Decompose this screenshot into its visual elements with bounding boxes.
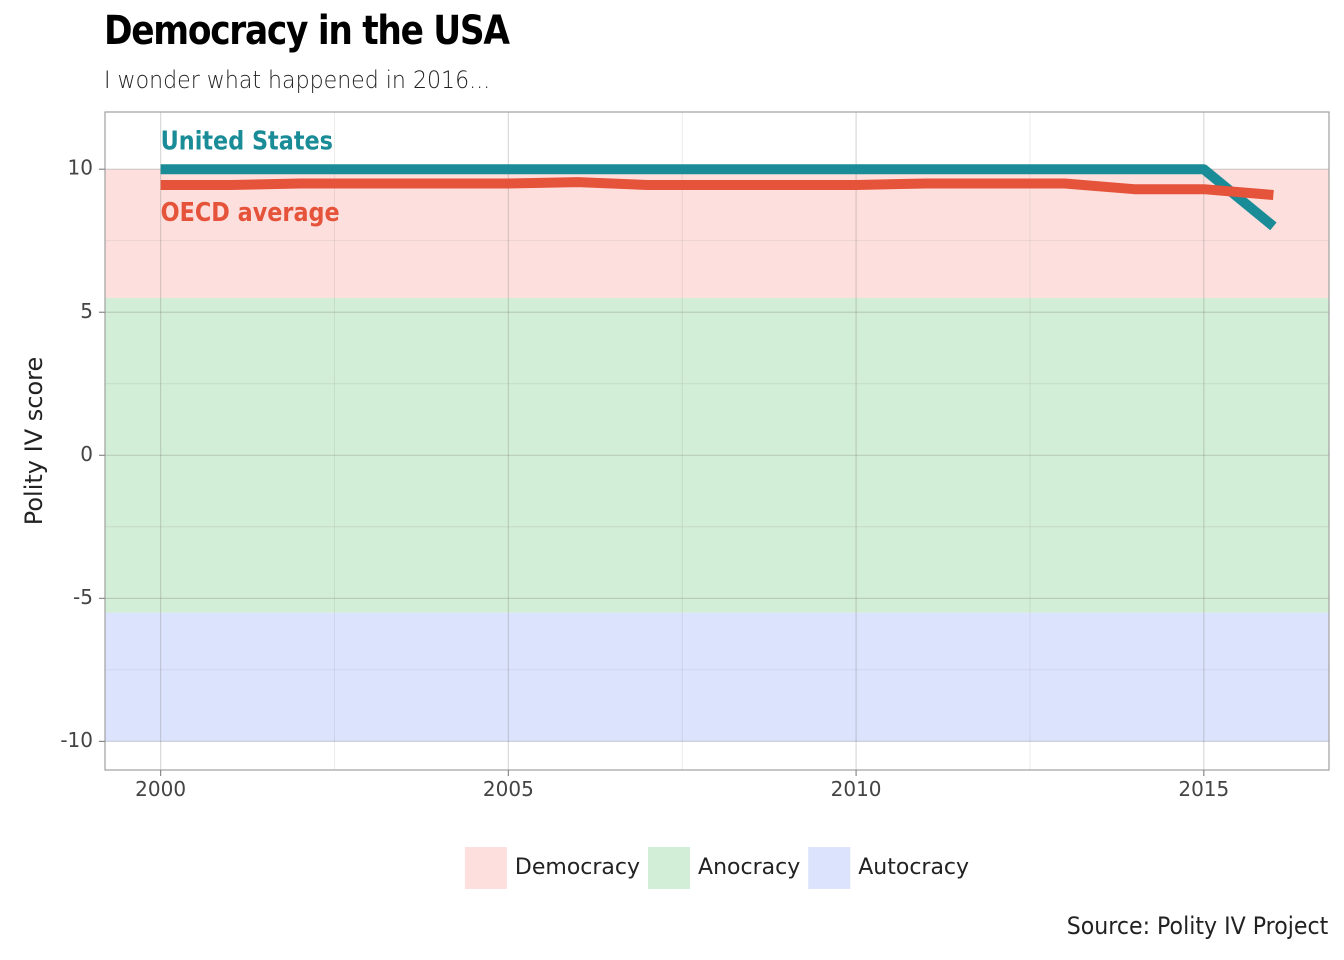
band-autocracy [105,612,1329,742]
y-tick-label: 10 [68,156,93,180]
y-axis: 10 5 0 -5 -10 [60,156,105,752]
annotation-united-states: United States [161,125,333,156]
x-tick-label: 2000 [135,777,186,801]
y-tick-label: 5 [80,299,93,323]
chart-subtitle: I wonder what happened in 2016... [104,66,491,94]
chart-title: Democracy in the USA [104,8,510,54]
source-caption: Source: Polity IV Project [1066,912,1328,940]
band-layer [105,169,1329,742]
legend-key-democracy [464,847,507,889]
series-layer [160,164,1277,231]
panel-border [104,111,1330,771]
series-line-oecd-average [160,177,1274,200]
y-tick-label: -10 [60,728,93,752]
x-tick-label: 2005 [483,777,534,801]
legend-key-anocracy [648,847,691,889]
legend-label-anocracy: Anocracy [698,855,800,880]
y-axis-label: Polity IV score [20,357,48,526]
x-axis: 2000 2005 2010 2015 [135,770,1229,801]
series-line-united-states [160,164,1277,231]
y-tick-label: 0 [80,442,93,466]
annotation-layer: United States OECD average [161,125,340,228]
legend-label-democracy: Democracy [515,855,640,880]
x-tick-label: 2010 [831,777,882,801]
legend-key-autocracy [808,847,851,889]
y-tick-label: -5 [73,585,93,609]
annotation-oecd-average: OECD average [161,196,340,227]
x-tick-label: 2015 [1178,777,1229,801]
legend: Democracy Anocracy Autocracy [464,847,969,889]
legend-label-autocracy: Autocracy [858,855,969,880]
band-anocracy [105,297,1329,613]
